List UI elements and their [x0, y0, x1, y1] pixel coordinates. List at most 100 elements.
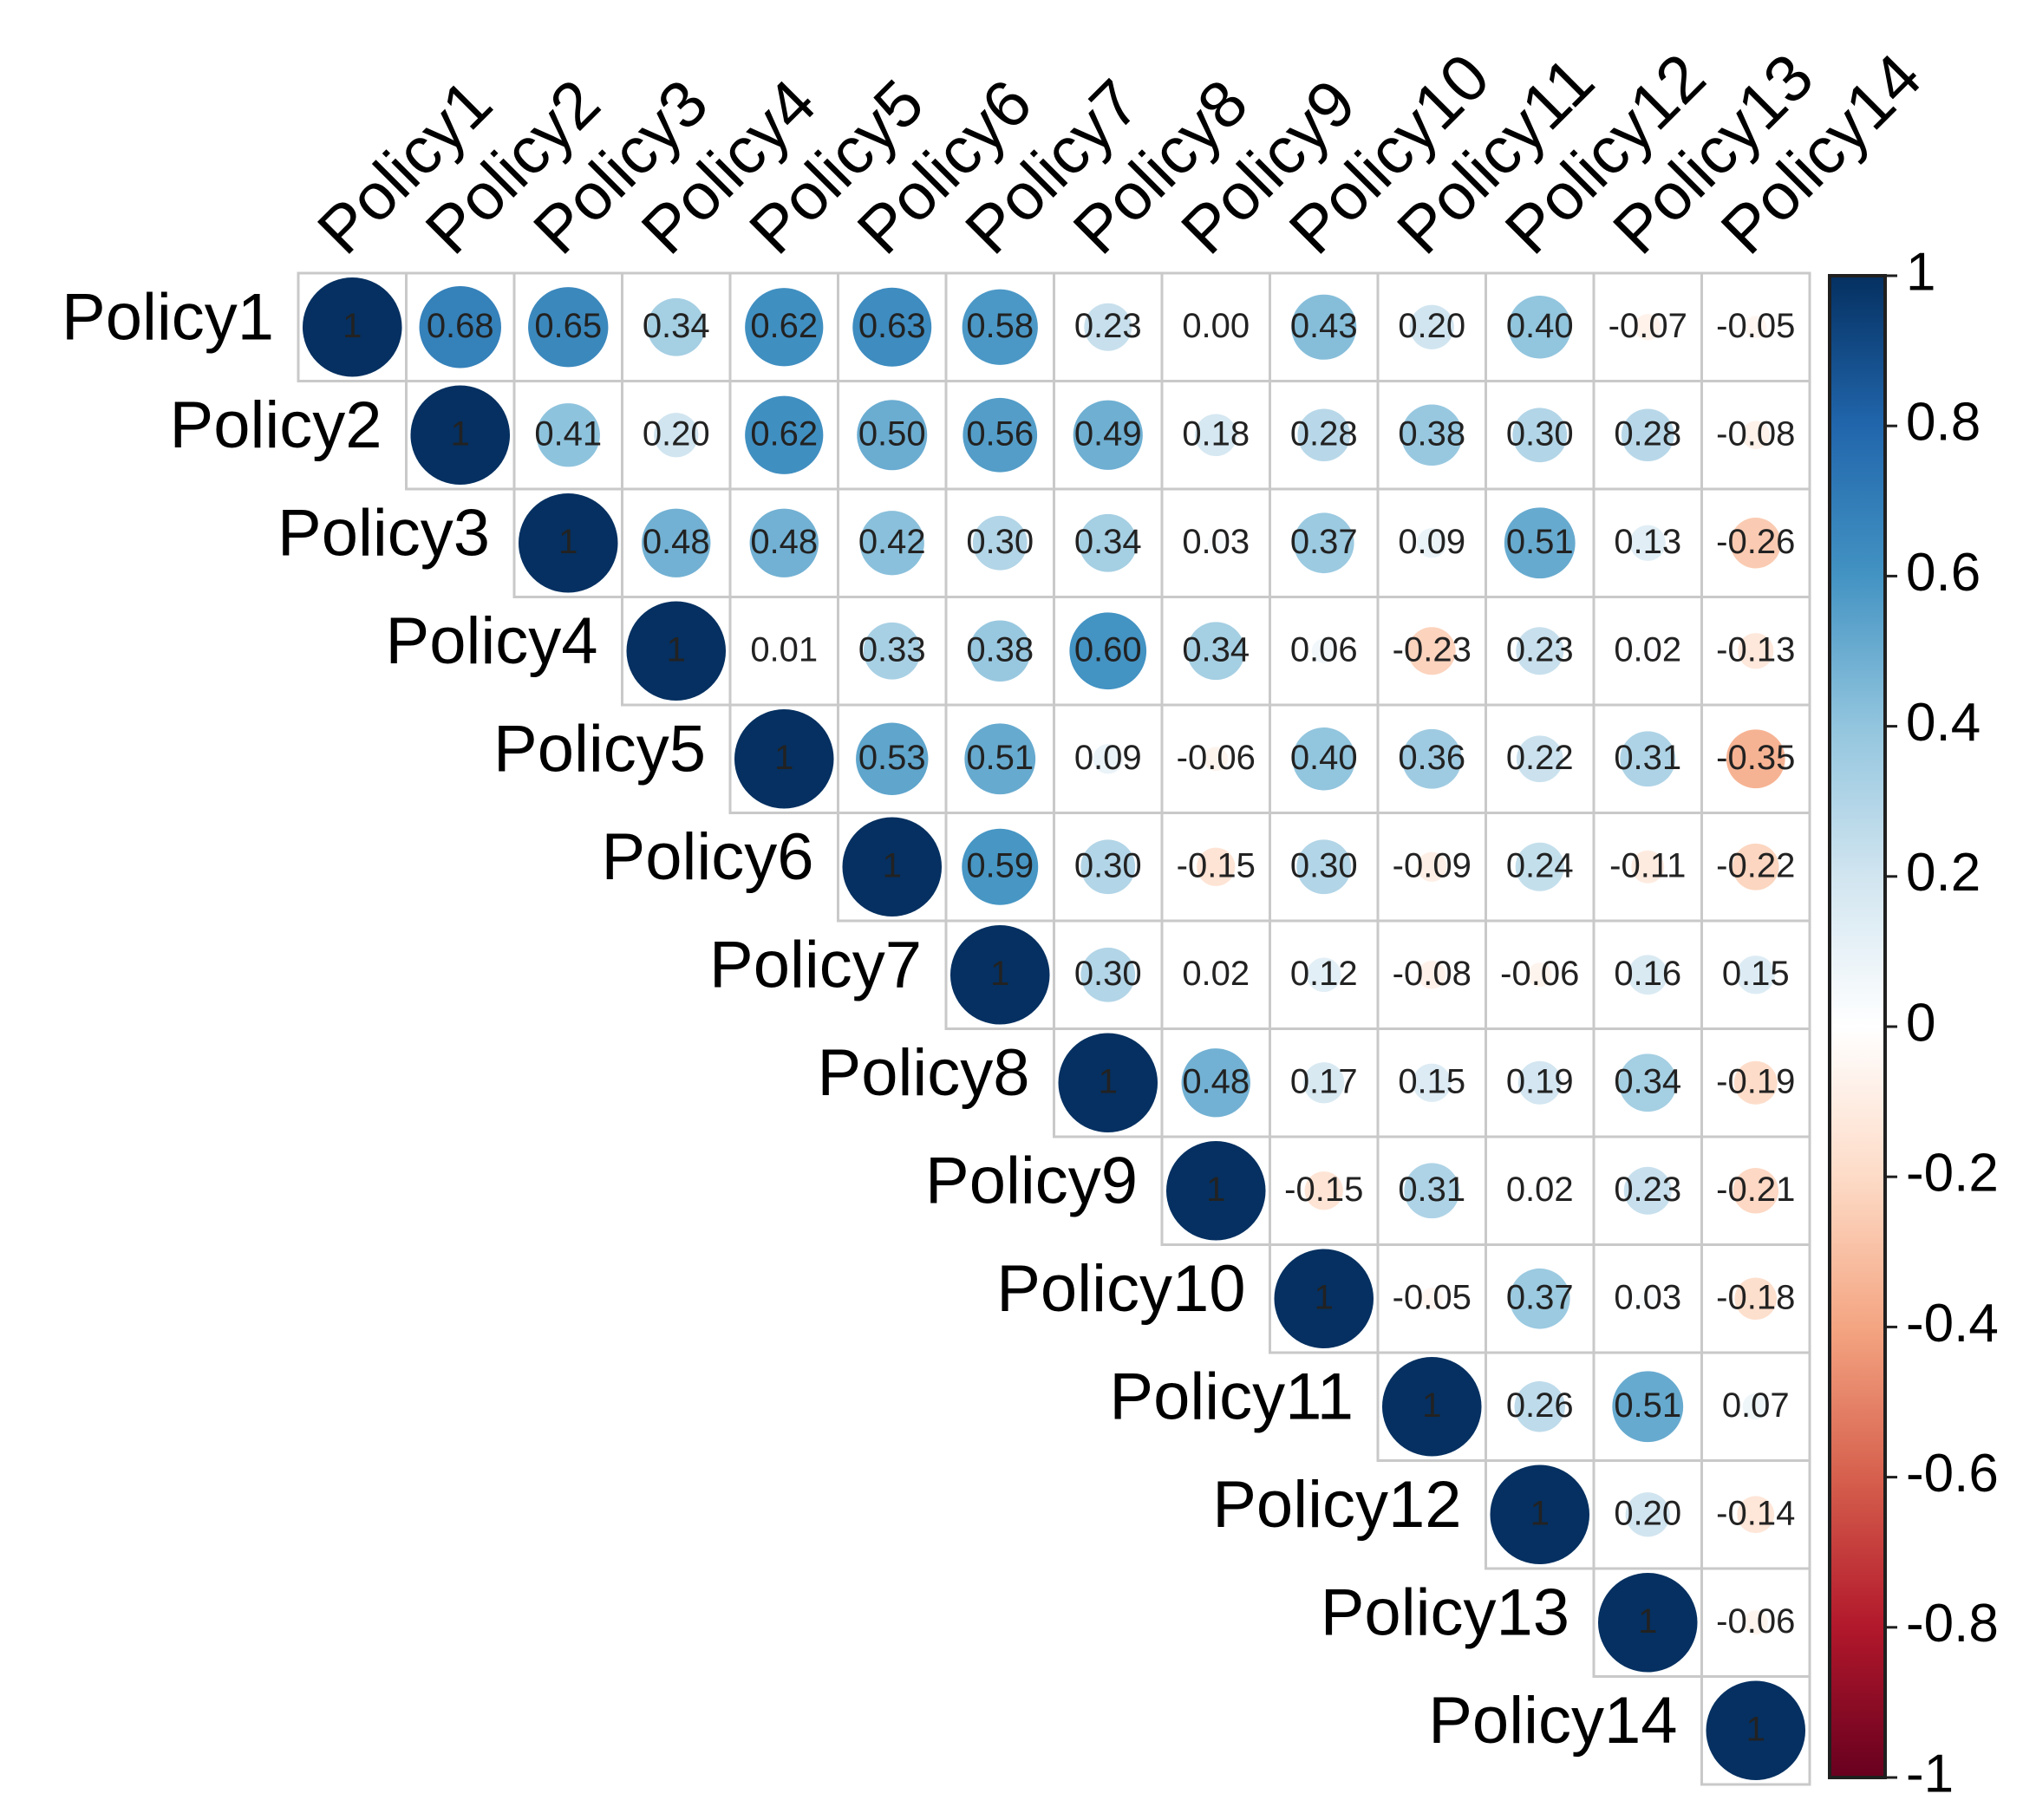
- corr-circle-Policy6-Policy8: [1080, 839, 1136, 895]
- row-label-Policy3: Policy3: [277, 496, 490, 570]
- corr-circle-Policy13-Policy13: [1597, 1572, 1698, 1673]
- corr-value-Policy4-Policy12: 0.23: [1506, 630, 1574, 669]
- corr-circle-Policy8-Policy10: [1303, 1062, 1345, 1104]
- row-label-Policy9: Policy9: [925, 1144, 1138, 1217]
- corr-value-Policy1-Policy13: -0.07: [1609, 307, 1687, 345]
- corr-value-Policy3-Policy3: 1: [558, 523, 578, 561]
- corr-circle-Policy2-Policy14: [1741, 421, 1770, 449]
- corr-circle-Policy13-Policy14: [1743, 1610, 1768, 1635]
- row-label-Policy13: Policy13: [1321, 1575, 1569, 1649]
- corr-value-Policy3-Policy12: 0.51: [1506, 523, 1574, 561]
- corr-circle-Policy12-Policy14: [1737, 1496, 1775, 1534]
- row-label-Policy12: Policy12: [1212, 1468, 1461, 1542]
- corr-value-Policy5-Policy10: 0.40: [1290, 739, 1358, 777]
- row-label-Policy10: Policy10: [996, 1252, 1245, 1326]
- corr-value-Policy1-Policy12: 0.40: [1506, 307, 1574, 345]
- corr-value-Policy6-Policy13: -0.11: [1609, 846, 1686, 884]
- corr-value-Policy6-Policy11: -0.09: [1393, 846, 1472, 884]
- corr-value-Policy2-Policy14: -0.08: [1716, 414, 1795, 453]
- colorbar-tick-label-8: -0.6: [1906, 1444, 1999, 1504]
- colorbar-tick-label-7: -0.4: [1906, 1294, 1999, 1354]
- corr-value-Policy4-Policy10: 0.06: [1290, 630, 1358, 669]
- corr-circle-Policy6-Policy11: [1417, 851, 1447, 882]
- corr-value-Policy6-Policy9: -0.15: [1177, 846, 1256, 884]
- corr-value-Policy2-Policy8: 0.49: [1074, 414, 1142, 453]
- corr-value-Policy6-Policy8: 0.30: [1074, 846, 1142, 884]
- corr-circle-Policy6-Policy9: [1197, 847, 1236, 886]
- corr-value-Policy3-Policy13: 0.13: [1614, 523, 1681, 561]
- corr-circle-Policy6-Policy6: [842, 817, 943, 917]
- corr-value-Policy1-Policy9: 0.00: [1182, 307, 1250, 345]
- corr-circle-Policy6-Policy10: [1296, 839, 1352, 895]
- corr-circle-Policy5-Policy13: [1620, 731, 1676, 787]
- corr-circle-Policy7-Policy11: [1418, 961, 1446, 989]
- corr-value-Policy7-Policy7: 1: [990, 955, 1009, 993]
- corr-value-Policy8-Policy9: 0.48: [1182, 1062, 1250, 1100]
- corr-value-Policy4-Policy6: 0.33: [858, 630, 926, 669]
- corr-value-Policy13-Policy14: -0.06: [1716, 1602, 1795, 1641]
- corr-circle-Policy10-Policy14: [1734, 1277, 1778, 1321]
- corr-value-Policy6-Policy6: 1: [883, 846, 902, 884]
- colorbar-tick-label-0: 1: [1906, 242, 1935, 302]
- corr-circle-Policy5-Policy9: [1204, 747, 1229, 772]
- corr-value-Policy9-Policy12: 0.02: [1506, 1171, 1574, 1209]
- grid-cell-Policy1-Policy14: [1700, 271, 1811, 382]
- corr-circle-Policy1-Policy8: [1084, 303, 1132, 351]
- corr-circle-Policy2-Policy10: [1297, 408, 1351, 462]
- corr-circle-Policy3-Policy12: [1504, 507, 1576, 579]
- corr-circle-Policy9-Policy9: [1165, 1140, 1266, 1241]
- corr-circle-Policy1-Policy13: [1635, 314, 1661, 341]
- corr-circle-Policy1-Policy12: [1508, 296, 1571, 359]
- corr-value-Policy11-Policy13: 0.51: [1614, 1386, 1681, 1425]
- grid-cell-Policy1-Policy8: [1053, 271, 1164, 382]
- corr-circle-Policy4-Policy8: [1069, 612, 1147, 690]
- corr-circle-Policy9-Policy10: [1304, 1171, 1343, 1210]
- corr-value-Policy4-Policy14: -0.13: [1716, 630, 1795, 669]
- corr-circle-Policy8-Policy14: [1733, 1060, 1778, 1105]
- corr-value-Policy1-Policy8: 0.23: [1074, 307, 1142, 345]
- corr-circle-Policy12-Policy12: [1490, 1464, 1590, 1565]
- corr-circle-Policy4-Policy10: [1311, 638, 1336, 663]
- correlation-circles: [302, 277, 1806, 1781]
- corr-value-Policy2-Policy13: 0.28: [1614, 414, 1681, 453]
- corr-value-Policy5-Policy9: -0.06: [1177, 739, 1256, 777]
- corr-circle-Policy11-Policy12: [1514, 1381, 1565, 1432]
- corr-value-Policy3-Policy5: 0.48: [750, 523, 818, 561]
- corr-value-Policy6-Policy12: 0.24: [1506, 846, 1574, 884]
- corr-value-Policy3-Policy7: 0.30: [966, 523, 1034, 561]
- corr-circle-Policy9-Policy13: [1623, 1166, 1672, 1215]
- corr-value-Policy9-Policy14: -0.21: [1716, 1171, 1795, 1209]
- corr-value-Policy4-Policy8: 0.60: [1074, 630, 1142, 669]
- colorbar-tick-label-5: 0: [1906, 993, 1935, 1053]
- colorbar: 1 0.8 0.6 0.4 0.2 0 -0.2 -0.4 -0.6 -0.8 -1: [1828, 242, 1999, 1804]
- colorbar-tick-label-4: 0.2: [1906, 843, 1981, 903]
- colorbar-tick-label-1: 0.8: [1906, 393, 1981, 453]
- correlation-values: 1 0.68 0.65 0.34 0.62 0.63 0.58 0.23 0.00 0.43 0.2…: [343, 307, 1795, 1749]
- corr-value-Policy1-Policy1: 1: [343, 307, 362, 345]
- corr-circle-Policy4-Policy9: [1186, 622, 1245, 681]
- corr-circle-Policy4-Policy13: [1641, 643, 1655, 658]
- corr-circle-Policy1-Policy3: [528, 287, 609, 368]
- corr-circle-Policy4-Policy7: [969, 620, 1031, 682]
- corr-circle-Policy6-Policy7: [962, 828, 1039, 905]
- corr-circle-Policy8-Policy11: [1413, 1063, 1452, 1102]
- corr-value-Policy7-Policy8: 0.30: [1074, 955, 1142, 993]
- corr-circle-Policy5-Policy14: [1726, 729, 1785, 789]
- corr-value-Policy1-Policy2: 0.68: [427, 307, 494, 345]
- corr-circle-Policy10-Policy12: [1509, 1268, 1570, 1329]
- corr-circle-Policy6-Policy13: [1631, 850, 1665, 884]
- corr-circle-Policy3-Policy8: [1079, 513, 1138, 572]
- corr-value-Policy10-Policy14: -0.18: [1716, 1278, 1795, 1316]
- corr-value-Policy5-Policy7: 0.51: [966, 739, 1034, 777]
- corr-circle-Policy1-Policy1: [302, 277, 402, 377]
- corr-circle-Policy1-Policy6: [852, 287, 932, 367]
- corr-circle-Policy5-Policy11: [1401, 728, 1462, 789]
- colorbar-tick-label-3: 0.4: [1906, 693, 1981, 753]
- corr-value-Policy9-Policy11: 0.31: [1398, 1171, 1465, 1209]
- corr-circle-Policy10-Policy13: [1639, 1289, 1657, 1308]
- corr-value-Policy7-Policy10: 0.12: [1290, 955, 1358, 993]
- corr-circle-Policy2-Policy4: [654, 413, 699, 458]
- corr-value-Policy5-Policy14: -0.35: [1716, 739, 1795, 777]
